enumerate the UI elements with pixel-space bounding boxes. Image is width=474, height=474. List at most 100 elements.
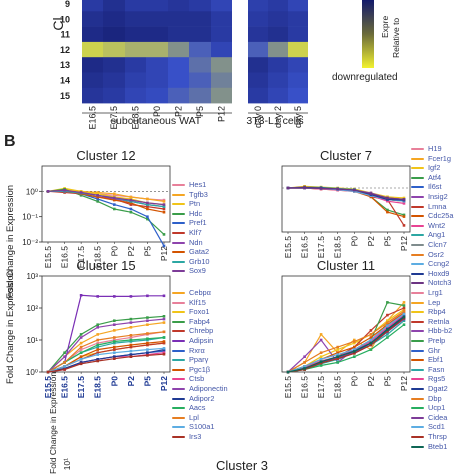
- heatmap-cell: [288, 87, 308, 104]
- y-tick-label: 10³: [26, 272, 38, 281]
- data-point: [369, 340, 373, 343]
- legend-cluster-7: H19 Fcer1g Igf2 Atf4 Il6st Insig2 Lmna Cdc25a Wn…: [411, 144, 453, 288]
- legend-swatch: [172, 407, 185, 410]
- data-point: [129, 338, 133, 342]
- y-tick-label: 10⁻²: [22, 238, 38, 247]
- legend-item: Irs3: [172, 432, 228, 442]
- heatmap-cell: [211, 87, 232, 104]
- shared-y-axis-label-bottom: Fold Change in Expression: [5, 270, 16, 384]
- data-point: [386, 198, 389, 201]
- data-point: [319, 187, 323, 190]
- heatmap-column-label: day 0: [253, 106, 263, 128]
- legend-item: Dbp: [411, 394, 452, 404]
- legend-item: Hoxd9: [411, 269, 453, 279]
- series-line: [287, 310, 405, 373]
- data-point: [96, 353, 99, 356]
- data-point: [386, 208, 389, 212]
- legend-item: Clcn7: [411, 240, 453, 250]
- heatmap-cell: [82, 11, 103, 27]
- legend-label: Lpl: [189, 412, 199, 422]
- data-point: [162, 244, 166, 248]
- data-point: [386, 199, 389, 203]
- series-line: [287, 317, 405, 373]
- x-tick-label: E15.5: [283, 236, 293, 258]
- x-tick-label: E18.5: [93, 376, 103, 398]
- chart-cluster-11: Cluster 11 E15.5 E16.5 E17.5 E18.5 P0 P2 P5 P12: [281, 258, 411, 398]
- x-tick-label: E16.5: [300, 236, 310, 258]
- data-point: [146, 207, 149, 211]
- x-tick-label: P12: [399, 376, 409, 391]
- legend-swatch: [411, 435, 424, 438]
- legend-label: Chrebp: [189, 326, 214, 336]
- legend-label: Dgat2: [428, 383, 448, 393]
- data-point: [146, 205, 149, 208]
- data-point: [113, 340, 116, 343]
- data-point: [146, 323, 149, 326]
- x-tick-label: E18.5: [333, 236, 343, 258]
- data-point: [129, 326, 133, 329]
- data-point: [402, 315, 406, 319]
- data-point: [162, 340, 166, 343]
- legend-item: Sox9: [172, 266, 210, 276]
- legend-label: Thrsp: [428, 431, 447, 441]
- x-tick-label: P2: [126, 246, 136, 257]
- legend-item: Lrg1: [411, 288, 452, 298]
- heatmap-cell: [211, 72, 232, 89]
- legend-item: S100a1: [172, 422, 228, 432]
- legend-label: Rbp4: [428, 307, 446, 317]
- x-tick-label: P12: [159, 376, 169, 391]
- legend-item: Atf4: [411, 173, 453, 183]
- series-line: [47, 294, 164, 373]
- heatmap-cell: [125, 11, 146, 27]
- legend-label: Cebpα: [189, 288, 211, 297]
- heatmap-cell: [288, 26, 308, 43]
- legend-label: Hes1: [189, 180, 207, 189]
- data-point: [402, 215, 406, 218]
- legend-label: Klf7: [189, 227, 202, 237]
- data-point: [162, 321, 166, 324]
- data-point: [402, 309, 406, 313]
- data-point: [79, 348, 83, 351]
- legend-cluster-12: Hes1 Tgfb3 Ptn Hdc Pref1 Klf7 Ndn Gata2 Grb10 Sox…: [172, 180, 210, 276]
- heatmap-cell: [189, 72, 211, 89]
- colorbar: Expre Relative to downregulated: [332, 0, 401, 83]
- legend-item: Fcer1g: [411, 154, 453, 164]
- series-line: [47, 322, 165, 373]
- x-tick-label: P2: [126, 376, 136, 387]
- chart-title: Cluster 7: [320, 148, 372, 163]
- legend-item: Rgs5: [411, 374, 452, 384]
- heatmap-cell: [82, 57, 103, 73]
- heatmap-row-label: 9: [65, 0, 70, 9]
- legend-item: Wnt2: [411, 221, 453, 231]
- data-point: [96, 192, 99, 196]
- legend-swatch: [172, 260, 185, 263]
- data-point: [286, 186, 290, 190]
- legend-swatch: [172, 397, 185, 400]
- x-tick-label: E17.5: [316, 376, 326, 398]
- data-point: [353, 345, 356, 349]
- data-point: [63, 351, 66, 354]
- data-point: [402, 319, 406, 322]
- data-point: [96, 295, 99, 298]
- legend-swatch: [411, 224, 424, 227]
- heatmap-row-axis-label: Cl: [50, 17, 66, 30]
- legend-item: Pref1: [172, 218, 210, 228]
- legend-label: Ghr: [428, 345, 441, 355]
- legend-swatch: [411, 195, 424, 198]
- legend-item: Ghr: [411, 346, 452, 356]
- series-line: [47, 349, 165, 373]
- legend-label: Wnt2: [428, 220, 446, 230]
- heatmap-cell: [146, 0, 168, 12]
- heatmap-row-label: 13: [60, 60, 70, 70]
- legend-item: Pgc1β: [172, 365, 228, 375]
- data-point: [353, 355, 356, 358]
- heatmap-cell: [125, 0, 146, 12]
- heatmap-cell: [189, 11, 211, 27]
- heatmap-cell: [103, 11, 125, 27]
- data-point: [402, 312, 406, 316]
- heatmap-column-label: P0: [152, 106, 162, 117]
- data-point: [319, 333, 323, 336]
- legend-item: Ptn: [172, 199, 210, 209]
- legend-swatch: [172, 231, 185, 234]
